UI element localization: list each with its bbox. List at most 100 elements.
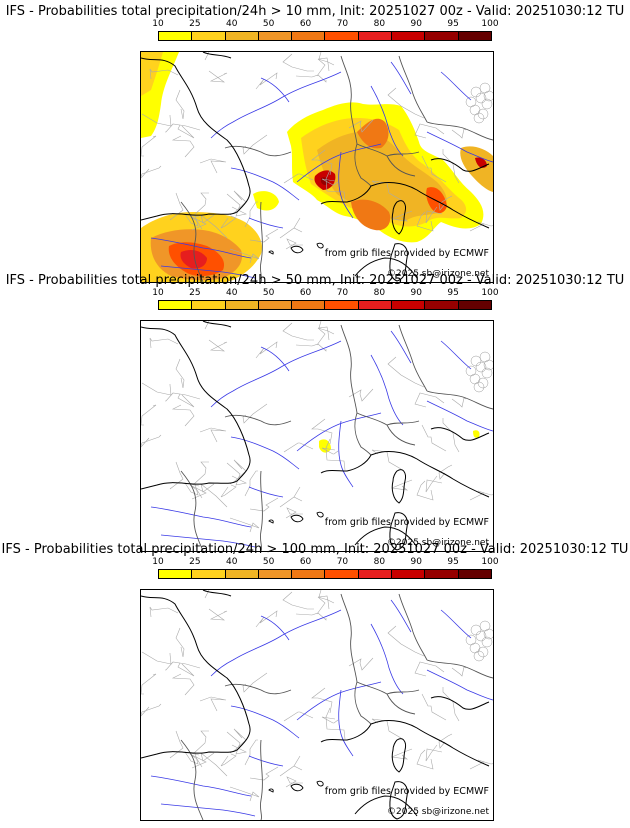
island-outline — [316, 511, 324, 518]
river — [370, 623, 404, 695]
admin-boundary — [242, 672, 268, 693]
admin-boundary — [199, 158, 227, 174]
river — [296, 412, 382, 452]
admin-boundary — [325, 707, 346, 740]
admin-boundary — [242, 403, 268, 424]
sardinia-outline — [389, 781, 408, 820]
data-source-note: from grib files provided by ECMWF — [324, 248, 489, 259]
admin-boundary — [171, 135, 195, 158]
coastline — [370, 451, 490, 498]
relief-contour — [465, 365, 477, 377]
probability-colorbar — [158, 300, 492, 310]
probability-area — [357, 118, 389, 149]
country-border — [398, 55, 428, 123]
admin-boundary — [451, 128, 467, 139]
admin-boundary — [469, 221, 493, 232]
colorbar-tick-label: 50 — [262, 19, 275, 29]
sardinia-outline — [389, 243, 408, 282]
country-border — [398, 593, 428, 661]
country-border — [340, 55, 358, 145]
admin-boundary — [279, 486, 303, 508]
admin-boundary — [169, 192, 184, 221]
river — [248, 755, 284, 767]
probability-area — [141, 52, 163, 96]
admin-boundary — [141, 673, 157, 695]
colorbar-tick-label: 95 — [447, 557, 459, 567]
admin-boundary — [192, 730, 209, 755]
colorbar-segment — [258, 570, 293, 578]
country-border — [259, 470, 263, 551]
admin-boundary — [226, 731, 247, 755]
panel-title: IFS - Probabilities total precipitation/… — [5, 273, 625, 288]
colorbar-segment — [325, 32, 359, 40]
coastline — [141, 57, 251, 211]
admin-boundary — [141, 165, 162, 179]
admin-boundary — [279, 217, 303, 239]
admin-boundary — [311, 687, 333, 714]
country-border — [224, 683, 292, 695]
admin-boundary — [390, 479, 413, 491]
country-border — [386, 693, 416, 715]
colorbar-tick-label: 70 — [336, 557, 349, 567]
copyright-note: ©2025 sb@irizone.net — [387, 269, 489, 279]
colorbar-tick-label: 90 — [410, 288, 422, 298]
coastline — [354, 257, 418, 279]
colorbar-tick-label: 100 — [481, 19, 499, 29]
country-border — [180, 470, 204, 551]
colorbar-segment — [358, 570, 393, 578]
river — [370, 85, 404, 157]
island-outline — [290, 245, 304, 254]
colorbar-segment — [225, 570, 259, 578]
admin-boundary — [325, 438, 346, 471]
relief-contour — [479, 620, 491, 632]
admin-boundary — [189, 215, 207, 231]
copyright-note: ©2025 sb@irizone.net — [387, 538, 489, 548]
river — [260, 615, 290, 641]
relief-contour — [470, 86, 482, 98]
relief-contour — [477, 108, 489, 120]
river — [230, 436, 300, 470]
admin-boundary — [255, 341, 278, 359]
admin-boundary — [249, 497, 279, 512]
island-outline — [316, 780, 324, 787]
river — [390, 330, 412, 364]
probability-area — [253, 191, 279, 211]
admin-boundary — [438, 195, 453, 211]
coastline — [370, 182, 490, 229]
country-border — [259, 201, 263, 282]
relief-contour — [473, 112, 485, 124]
colorbar-tick-label: 25 — [189, 557, 201, 567]
coastline — [320, 723, 372, 743]
admin-boundary — [414, 123, 445, 139]
admin-boundary — [295, 343, 327, 352]
country-border — [356, 681, 420, 695]
admin-boundary — [425, 475, 443, 493]
map-panel-100mm: IFS - Probabilities total precipitation/… — [0, 542, 630, 821]
admin-boundary — [220, 484, 237, 498]
river — [338, 151, 354, 219]
admin-boundary — [285, 238, 303, 250]
river — [230, 167, 300, 201]
admin-boundary — [200, 752, 228, 777]
country-border — [356, 412, 420, 426]
colorbar-tick-label: 40 — [226, 19, 238, 29]
colorbar-tick-label: 80 — [373, 557, 386, 567]
admin-boundary — [208, 339, 228, 352]
coastline — [320, 454, 372, 474]
island-outline — [290, 514, 304, 523]
admin-boundary — [199, 427, 227, 443]
colorbar-segment — [192, 32, 226, 40]
admin-boundary — [165, 392, 201, 402]
colorbar-tick-label: 50 — [262, 557, 275, 567]
relief-contour — [481, 367, 493, 379]
admin-boundary — [141, 703, 162, 717]
admin-boundary — [244, 201, 258, 228]
coastline — [202, 52, 232, 59]
relief-contour — [477, 646, 489, 658]
admin-boundary — [149, 68, 179, 80]
coastline — [430, 158, 490, 172]
coastline — [430, 427, 490, 441]
probability-area — [351, 199, 391, 231]
admin-boundary — [175, 89, 185, 120]
probability-area — [319, 439, 331, 453]
